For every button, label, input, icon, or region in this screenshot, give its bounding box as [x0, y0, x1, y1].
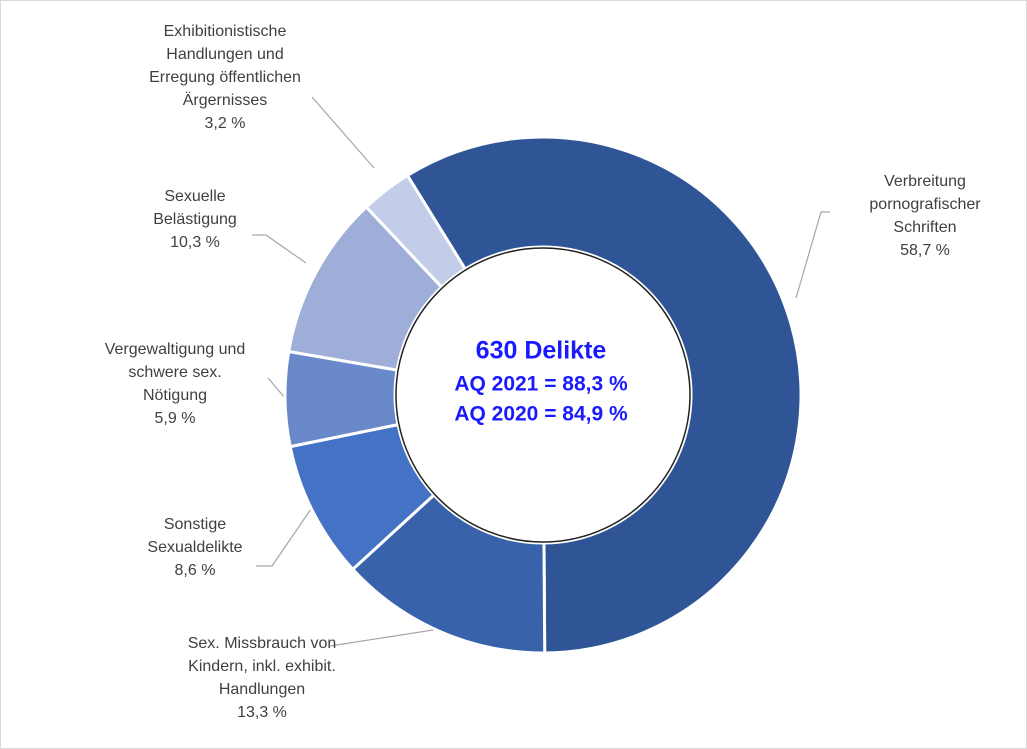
value-label: 10,3 %: [170, 234, 220, 251]
leader-line: [256, 508, 312, 567]
category-label: Sexuelle Belästigung: [153, 188, 237, 228]
value-label: 8,6 %: [174, 562, 216, 579]
slice-label: Verbreitung pornografischer Schriften 58,…: [855, 170, 995, 262]
slice-label: Vergewaltigung und schwere sex. Nötigung…: [103, 338, 248, 430]
slice-label: Sexuelle Belästigung 10,3 %: [143, 185, 248, 254]
category-label: Vergewaltigung und schwere sex. Nötigung: [104, 341, 246, 404]
slice-label: Sex. Missbrauch von Kindern, inkl. exhib…: [165, 632, 360, 724]
donut-slice: [364, 173, 468, 290]
category-label: Verbreitung pornografischer Schriften: [869, 173, 981, 236]
center-line: AQ 2021 = 88,3 %: [454, 373, 628, 396]
leader-line: [795, 211, 830, 299]
slices: [283, 135, 803, 655]
center-title: 630 Delikte: [476, 337, 607, 365]
donut-slice: [405, 135, 803, 655]
leader-line: [252, 234, 307, 264]
leader-line: [329, 627, 447, 647]
leader-line: [311, 96, 375, 169]
center-line: AQ 2020 = 84,9 %: [454, 403, 628, 426]
value-label: 58,7 %: [900, 242, 950, 259]
value-label: 13,3 %: [237, 704, 287, 721]
slice-label: Sonstige Sexualdelikte 8,6 %: [138, 513, 253, 582]
value-label: 3,2 %: [204, 115, 246, 132]
donut-hole: [395, 247, 691, 543]
value-label: 5,9 %: [154, 410, 196, 427]
category-label: Exhibitionistische Handlungen und Erregu…: [149, 23, 301, 109]
leader-lines: [252, 96, 830, 647]
category-label: Sonstige Sexualdelikte: [147, 516, 243, 556]
leader-line: [267, 377, 286, 399]
slice-label: Exhibitionistische Handlungen und Erregu…: [134, 20, 316, 135]
category-label: Sex. Missbrauch von Kindern, inkl. exhib…: [187, 635, 337, 698]
